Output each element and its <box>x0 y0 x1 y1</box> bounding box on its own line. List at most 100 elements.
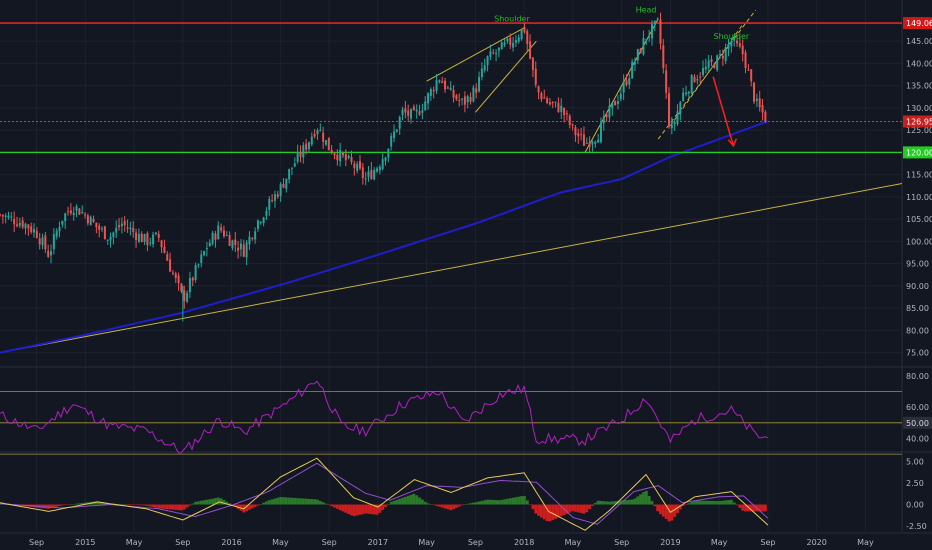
candle-body <box>171 272 174 274</box>
candle-body <box>563 108 566 116</box>
candle-body <box>753 82 756 102</box>
macd-histogram-bar <box>106 503 110 505</box>
candle-body <box>435 80 438 92</box>
time-tick-label: Sep <box>29 538 44 547</box>
candle-body <box>220 227 223 231</box>
candle-body <box>395 129 398 132</box>
macd-histogram-bar <box>128 504 132 506</box>
macd-histogram-bar <box>659 504 662 515</box>
candle-body <box>574 127 577 135</box>
macd-histogram-bar <box>415 495 419 505</box>
macd-histogram-bar <box>724 500 728 505</box>
candle-body <box>35 230 38 238</box>
candle-body <box>180 283 183 292</box>
macd-histogram-bar <box>347 504 351 515</box>
down-arrow-head <box>727 138 738 148</box>
candle-body <box>163 246 166 253</box>
candle-body <box>67 211 70 213</box>
long-term-trendline[interactable] <box>0 183 903 354</box>
macd-histogram-bar <box>270 499 274 505</box>
candle-body <box>452 89 455 98</box>
candle-body <box>605 114 608 118</box>
channel-line[interactable] <box>426 27 525 82</box>
down-arrow[interactable] <box>712 76 735 146</box>
macd-histogram-bar <box>248 504 251 510</box>
candle-body <box>27 224 30 229</box>
candle-body <box>761 104 764 113</box>
macd-histogram-bar <box>165 504 169 510</box>
macd-histogram-bar <box>182 504 186 510</box>
candle-body <box>256 220 259 230</box>
macd-histogram-bar <box>282 497 285 505</box>
candle-body <box>50 251 53 256</box>
candle-body <box>13 218 16 225</box>
macd-histogram-bar <box>225 501 229 505</box>
macd-histogram-bar <box>568 504 572 513</box>
candle-body <box>446 87 449 89</box>
macd-histogram-bar <box>503 499 506 505</box>
macd-histogram-bar <box>505 498 509 505</box>
macd-line[interactable] <box>0 457 769 531</box>
macd-histogram-bar <box>630 499 634 505</box>
macd-histogram-bar <box>443 504 447 509</box>
moving-average-line[interactable] <box>0 120 769 354</box>
macd-histogram-bar <box>403 496 407 505</box>
candle-body <box>120 223 123 227</box>
candle-body <box>137 233 140 242</box>
candle-body <box>214 233 217 240</box>
macd-histogram-bar <box>386 503 390 505</box>
time-tick-label: May <box>418 538 435 547</box>
candle-body <box>506 38 509 42</box>
candle-body <box>324 140 327 145</box>
candle-body <box>186 292 189 302</box>
candle-body <box>665 70 668 93</box>
macd-histogram-bar <box>761 504 764 512</box>
candle-body <box>154 232 157 235</box>
candle-body <box>359 161 361 169</box>
candle-body <box>475 88 478 93</box>
candle-body <box>441 81 444 84</box>
time-tick-label: Sep <box>175 538 190 547</box>
candle-body <box>285 178 288 189</box>
candle-body <box>16 224 19 226</box>
macd-histogram-bar <box>140 504 144 506</box>
candle-body <box>427 93 430 104</box>
rsi-line[interactable] <box>0 380 769 456</box>
macd-histogram-bar <box>253 504 257 507</box>
macd-histogram-bar <box>474 502 478 505</box>
time-tick-label: May <box>126 538 143 547</box>
candle-body <box>234 239 237 245</box>
candle-body <box>75 206 78 211</box>
candle-body <box>421 110 424 113</box>
macd-histogram-bar <box>531 504 535 510</box>
candle-body <box>254 231 257 240</box>
macd-histogram-bar <box>585 504 589 513</box>
candle-body <box>455 95 458 100</box>
macd-histogram-bar <box>613 501 617 505</box>
candle-body <box>123 221 126 226</box>
channel-line[interactable] <box>474 40 537 113</box>
candle-body <box>716 55 719 71</box>
candle-body <box>327 137 330 151</box>
macd-histogram-bar <box>721 500 725 505</box>
macd-histogram-bar <box>562 504 566 516</box>
candle-body <box>602 116 605 124</box>
candle-body <box>554 101 557 103</box>
candle-body <box>157 233 160 238</box>
macd-histogram-bar <box>661 504 665 517</box>
price-axis: 75.00 80.00 85.00 90.00 95.00 100.00 105.00 110… <box>903 17 932 358</box>
candle-body <box>486 56 489 66</box>
macd-histogram-bar <box>301 498 305 505</box>
candle-body <box>132 228 135 232</box>
candle-body <box>707 60 710 68</box>
candle-body <box>239 243 242 250</box>
channel-line[interactable] <box>657 9 757 140</box>
macd-histogram-bar <box>63 504 67 506</box>
candle-body <box>585 142 588 144</box>
candle-body <box>268 198 271 210</box>
rsi-level-badge <box>903 416 932 429</box>
macd-histogram-bar <box>763 504 767 512</box>
candle-body <box>33 229 36 233</box>
candle-body <box>0 214 1 216</box>
